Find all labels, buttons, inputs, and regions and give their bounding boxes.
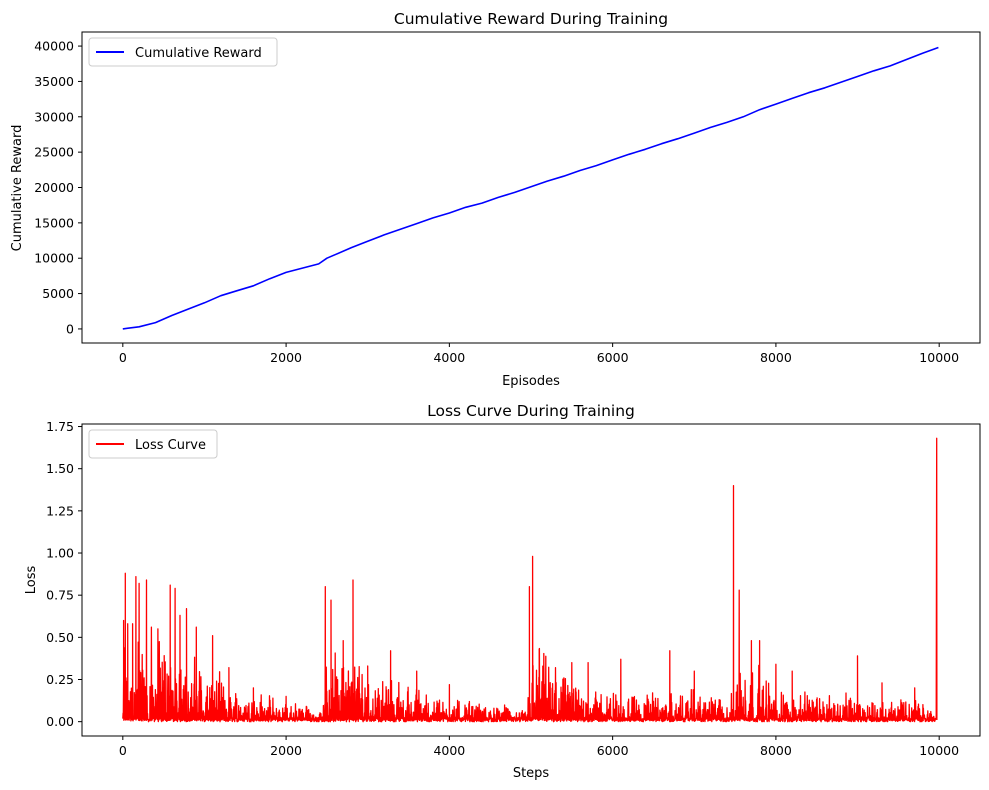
series-layer bbox=[122, 46, 939, 330]
series-line-loss-curve bbox=[122, 437, 938, 723]
plot-frame bbox=[81, 423, 981, 737]
plot-area bbox=[82, 424, 980, 736]
chart-title: Cumulative Reward During Training bbox=[394, 10, 668, 28]
y-tick-label: 0 bbox=[66, 321, 74, 336]
y-tick-label: 1.25 bbox=[46, 503, 74, 518]
series-layer bbox=[122, 437, 938, 723]
x-tick-label: 6000 bbox=[597, 350, 629, 365]
legend-box bbox=[88, 37, 278, 67]
y-tick-label: 0.75 bbox=[46, 588, 74, 603]
y-tick-label: 40000 bbox=[34, 39, 74, 54]
y-tick-label: 15000 bbox=[34, 215, 74, 230]
legend: Cumulative Reward bbox=[88, 37, 278, 67]
y-tick-label: 1.75 bbox=[46, 419, 74, 434]
series-line-cumulative-reward bbox=[122, 46, 939, 330]
y-tick-label: 20000 bbox=[34, 180, 74, 195]
y-tick-label: 0.50 bbox=[46, 630, 74, 645]
plot-frame bbox=[81, 31, 981, 344]
x-tick-label: 10000 bbox=[919, 743, 959, 758]
y-axis-label: Loss bbox=[24, 566, 39, 595]
x-tick-label: 8000 bbox=[760, 350, 792, 365]
chart-title: Loss Curve During Training bbox=[427, 402, 635, 420]
x-tick-label: 6000 bbox=[597, 743, 629, 758]
x-axis-label: Steps bbox=[513, 766, 550, 781]
x-axis-label: Episodes bbox=[502, 374, 560, 389]
y-tick-label: 30000 bbox=[34, 109, 74, 124]
y-tick-label: 35000 bbox=[34, 74, 74, 89]
legend-label: Cumulative Reward bbox=[135, 46, 262, 61]
x-tick-label: 0 bbox=[119, 743, 127, 758]
x-tick-label: 2000 bbox=[270, 743, 302, 758]
loss-curve-chart: Loss Curve During Training 0 2000 4000 6000… bbox=[24, 402, 981, 781]
y-tick-label: 1.00 bbox=[46, 546, 74, 561]
y-tick-label: 0.00 bbox=[46, 714, 74, 729]
axis-ticks: 0 2000 4000 6000 8000 10000 0.00 0.25 0.50 0.75 1.… bbox=[46, 419, 959, 758]
x-tick-label: 4000 bbox=[433, 743, 465, 758]
y-tick-label: 10000 bbox=[34, 251, 74, 266]
x-tick-label: 4000 bbox=[433, 350, 465, 365]
x-tick-label: 0 bbox=[119, 350, 127, 365]
y-axis-label: Cumulative Reward bbox=[10, 125, 25, 252]
y-tick-label: 0.25 bbox=[46, 672, 74, 687]
y-tick-label: 1.50 bbox=[46, 461, 74, 476]
legend-label: Loss Curve bbox=[135, 438, 206, 453]
axis-ticks: 0 2000 4000 6000 8000 10000 0 5000 10000 15000 200… bbox=[34, 39, 959, 365]
x-tick-label: 2000 bbox=[270, 350, 302, 365]
legend: Loss Curve bbox=[88, 429, 218, 459]
x-tick-label: 8000 bbox=[760, 743, 792, 758]
legend-box bbox=[88, 429, 218, 459]
y-tick-label: 25000 bbox=[34, 145, 74, 160]
x-tick-label: 10000 bbox=[919, 350, 959, 365]
y-tick-label: 5000 bbox=[42, 286, 74, 301]
cumulative-reward-chart: Cumulative Reward During Training 0 2000 4… bbox=[10, 10, 981, 389]
